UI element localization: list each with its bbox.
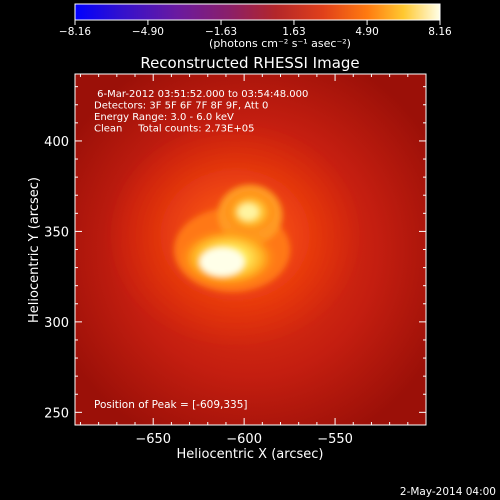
x-tick-label: −550 — [317, 432, 353, 447]
info-line: Detectors: 3F 5F 6F 7F 8F 9F, Att 0 — [94, 101, 268, 112]
info-line: 6-Mar-2012 03:51:52.000 to 03:54:48.000 — [94, 89, 308, 100]
info-line: Energy Range: 3.0 - 6.0 keV — [94, 112, 234, 123]
x-axis-label: Heliocentric X (arcsec) — [177, 447, 324, 462]
colorbar-tick-label: 4.90 — [355, 26, 378, 38]
colorbar-tick-label: −8.16 — [59, 26, 91, 38]
colorbar-tick-label: 8.16 — [428, 26, 452, 38]
observation-info: 6-Mar-2012 03:51:52.000 to 03:54:48.000D… — [94, 89, 308, 135]
colorbar — [74, 3, 441, 21]
peak-position-label: Position of Peak = [-609,335] — [94, 399, 248, 411]
colorbar-tick-label: −1.63 — [205, 26, 237, 38]
y-tick-label: 350 — [44, 225, 69, 240]
footer-date: 2-May-2014 04:00 — [400, 486, 496, 498]
y-tick-label: 300 — [44, 316, 69, 331]
x-tick-label: −650 — [135, 432, 171, 447]
y-tick-label: 250 — [44, 406, 69, 421]
colorbar-tick-label: −4.90 — [132, 26, 164, 38]
colorbar-tick-label: 1.63 — [282, 26, 305, 38]
y-tick-label: 400 — [44, 135, 69, 150]
heatmap-image — [75, 74, 426, 425]
y-axis-label: Heliocentric Y (arcsec) — [27, 177, 42, 323]
info-line: Clean Total counts: 2.73E+05 — [94, 124, 254, 135]
x-tick-label: −600 — [226, 432, 262, 447]
chart-title: Reconstructed RHESSI Image — [140, 54, 359, 72]
colorbar-unit-label: (photons cm⁻² s⁻¹ asec⁻²) — [209, 37, 351, 50]
